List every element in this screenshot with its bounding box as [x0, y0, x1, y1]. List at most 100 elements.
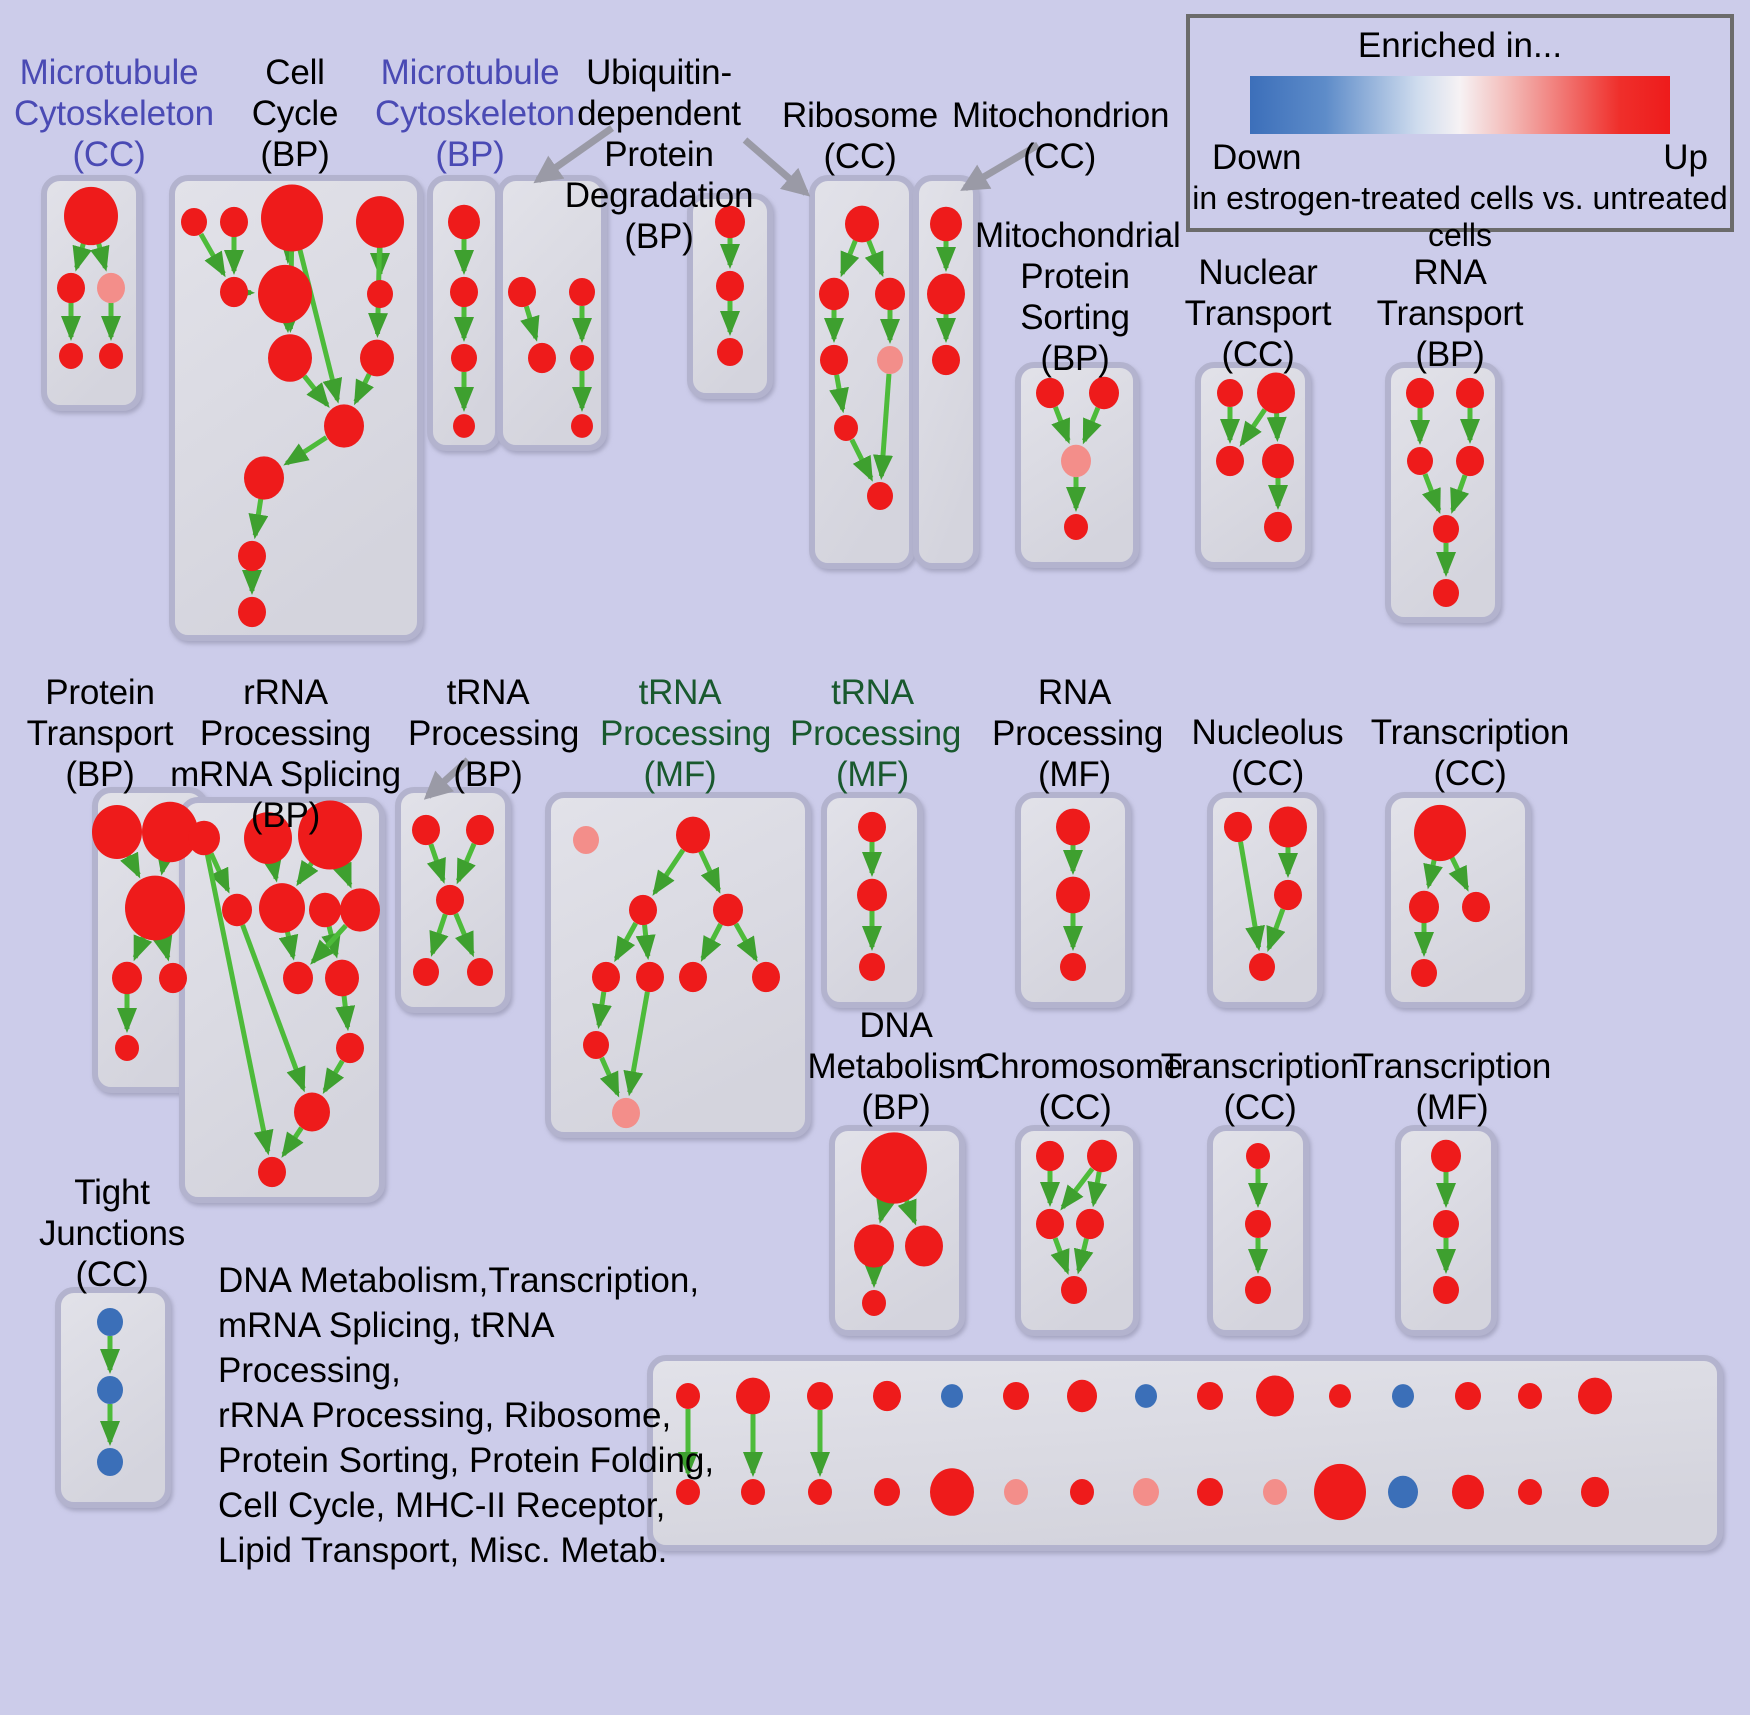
- network-node[interactable]: [261, 184, 323, 252]
- network-node[interactable]: [715, 205, 745, 239]
- network-node[interactable]: [283, 961, 313, 995]
- network-node[interactable]: [1456, 377, 1484, 409]
- network-node[interactable]: [834, 415, 858, 441]
- network-node[interactable]: [1256, 1375, 1294, 1417]
- network-node[interactable]: [220, 206, 248, 238]
- network-node[interactable]: [1246, 1143, 1270, 1169]
- network-node[interactable]: [413, 957, 439, 987]
- network-node[interactable]: [466, 814, 494, 846]
- network-node[interactable]: [736, 1377, 770, 1415]
- network-node[interactable]: [930, 206, 962, 242]
- network-node[interactable]: [1061, 1275, 1087, 1305]
- network-node[interactable]: [97, 1375, 123, 1405]
- network-node[interactable]: [592, 961, 620, 993]
- network-node[interactable]: [453, 414, 475, 438]
- network-node[interactable]: [859, 952, 885, 982]
- network-node[interactable]: [1329, 1384, 1351, 1408]
- network-node[interactable]: [1245, 1275, 1271, 1305]
- network-node[interactable]: [1269, 806, 1307, 848]
- network-node[interactable]: [716, 270, 744, 302]
- network-node[interactable]: [857, 878, 887, 912]
- network-node[interactable]: [222, 893, 252, 927]
- network-node[interactable]: [1036, 1140, 1064, 1172]
- network-node[interactable]: [1433, 1275, 1459, 1305]
- network-node[interactable]: [861, 1132, 927, 1204]
- network-node[interactable]: [1462, 891, 1490, 923]
- network-node[interactable]: [336, 1032, 364, 1064]
- network-node[interactable]: [356, 196, 404, 248]
- network-node[interactable]: [412, 814, 440, 846]
- network-node[interactable]: [1388, 1475, 1418, 1509]
- network-node[interactable]: [325, 959, 359, 997]
- network-node[interactable]: [858, 811, 886, 843]
- network-node[interactable]: [1003, 1381, 1029, 1411]
- network-node[interactable]: [820, 344, 848, 376]
- network-node[interactable]: [1056, 808, 1090, 846]
- network-node[interactable]: [360, 339, 394, 377]
- network-node[interactable]: [1064, 514, 1088, 540]
- network-node[interactable]: [1135, 1384, 1157, 1408]
- network-node[interactable]: [112, 961, 142, 995]
- network-node[interactable]: [1070, 1479, 1094, 1505]
- network-node[interactable]: [941, 1384, 963, 1408]
- network-node[interactable]: [57, 272, 85, 304]
- network-node[interactable]: [873, 1380, 901, 1412]
- network-node[interactable]: [1245, 1209, 1271, 1239]
- network-node[interactable]: [807, 1381, 833, 1411]
- network-node[interactable]: [1433, 1209, 1459, 1239]
- network-node[interactable]: [1274, 879, 1302, 911]
- network-node[interactable]: [244, 812, 292, 864]
- network-node[interactable]: [819, 277, 849, 311]
- network-node[interactable]: [717, 337, 743, 367]
- network-node[interactable]: [676, 1383, 700, 1409]
- network-node[interactable]: [1518, 1383, 1542, 1409]
- network-node[interactable]: [1249, 952, 1275, 982]
- network-node[interactable]: [259, 883, 305, 933]
- network-node[interactable]: [930, 1468, 974, 1516]
- network-node[interactable]: [324, 404, 364, 448]
- network-node[interactable]: [1197, 1381, 1223, 1411]
- network-node[interactable]: [450, 276, 478, 308]
- network-node[interactable]: [862, 1290, 886, 1316]
- network-node[interactable]: [340, 888, 380, 932]
- network-node[interactable]: [238, 596, 266, 628]
- network-node[interactable]: [97, 1447, 123, 1477]
- network-node[interactable]: [1036, 1208, 1064, 1240]
- network-node[interactable]: [451, 343, 477, 373]
- network-node[interactable]: [59, 343, 83, 369]
- network-node[interactable]: [238, 540, 266, 572]
- network-node[interactable]: [571, 414, 593, 438]
- network-node[interactable]: [1411, 958, 1437, 988]
- network-node[interactable]: [159, 962, 187, 994]
- network-node[interactable]: [1431, 1139, 1461, 1173]
- network-node[interactable]: [1433, 514, 1459, 544]
- network-node[interactable]: [676, 1479, 700, 1505]
- network-node[interactable]: [448, 204, 480, 240]
- network-node[interactable]: [309, 892, 341, 928]
- network-node[interactable]: [1518, 1479, 1542, 1505]
- network-node[interactable]: [1076, 1208, 1104, 1240]
- network-node[interactable]: [258, 264, 312, 324]
- network-node[interactable]: [679, 961, 707, 993]
- network-node[interactable]: [1036, 377, 1064, 409]
- network-node[interactable]: [905, 1225, 943, 1267]
- network-node[interactable]: [1133, 1477, 1159, 1507]
- network-node[interactable]: [258, 1156, 286, 1188]
- network-node[interactable]: [99, 343, 123, 369]
- network-node[interactable]: [97, 1307, 123, 1337]
- network-node[interactable]: [92, 805, 142, 859]
- network-node[interactable]: [1407, 446, 1433, 476]
- network-node[interactable]: [467, 957, 493, 987]
- network-node[interactable]: [1414, 804, 1466, 862]
- network-node[interactable]: [1087, 1139, 1117, 1173]
- network-node[interactable]: [1433, 578, 1459, 608]
- network-node[interactable]: [1216, 445, 1244, 477]
- network-node[interactable]: [1263, 1479, 1287, 1505]
- network-node[interactable]: [612, 1097, 640, 1129]
- network-node[interactable]: [1455, 1381, 1481, 1411]
- network-node[interactable]: [573, 825, 599, 855]
- network-node[interactable]: [1264, 511, 1292, 543]
- network-node[interactable]: [570, 345, 594, 371]
- network-node[interactable]: [298, 800, 362, 870]
- network-node[interactable]: [867, 481, 893, 511]
